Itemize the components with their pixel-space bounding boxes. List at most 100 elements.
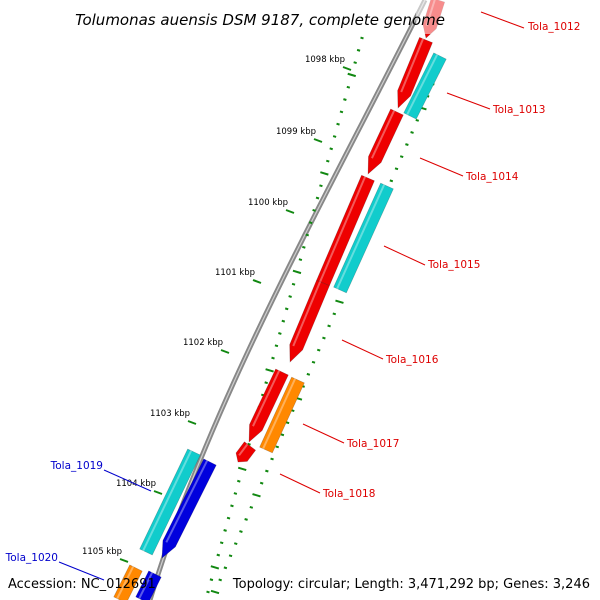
tick-mark [271,356,275,360]
tick-mark [292,269,302,275]
gene-tola-1018-arrow [235,441,257,463]
gene-blue-arrow-lower-highlight [138,572,154,600]
kbp-tick-label: 1099 kbp [276,127,316,137]
gene-tola-1016-arrow [289,279,330,363]
tick-mark [270,457,274,461]
tick-mark [233,542,238,546]
tick-mark [329,147,333,151]
tick-mark [230,504,234,508]
kbp-major-tick [342,66,352,71]
tick-mark [312,208,316,212]
gene-label-tola-1019[interactable]: Tola_1019 [50,460,103,472]
gene-label-tola-1013[interactable]: Tola_1013 [492,104,545,116]
kbp-major-tick [220,349,230,354]
accession-text: Accession: NC_012691 [8,577,156,592]
gene-blue-arrow-lower [135,570,162,600]
gene-leader-line [480,11,525,29]
tick-mark [332,135,337,138]
gene-leader-line [419,157,464,177]
gene-tola-1014-arrow [367,108,404,175]
tick-mark [405,143,409,146]
gene-tola-1013-arrow [397,36,433,109]
tick-mark [237,466,247,472]
gene-tola-1019-bar [139,448,201,556]
map-title: Tolumonas auensis DSM 9187, complete gen… [75,11,445,29]
tick-mark [237,479,241,483]
tick-mark [228,554,233,558]
tick-mark [394,167,399,171]
gene-leader-line [383,245,426,266]
tick-mark [274,344,279,348]
tick-mark [264,381,268,385]
tick-mark [346,85,351,89]
tick-mark [252,493,261,498]
tick-mark [223,529,227,532]
tick-mark [325,159,330,163]
gene-leader-line [58,561,105,581]
gene-tola-1015-bar [333,182,394,294]
gene-tola-1015-red-arrow-highlight [319,176,367,283]
tick-mark [320,171,329,176]
tick-mark [389,179,394,183]
gene-leader-line [302,423,345,444]
tick-mark [239,530,243,533]
gene-leader-line [446,92,491,110]
tick-mark [265,368,274,373]
gene-tola-1020-bar [113,564,143,600]
tick-mark [285,421,290,425]
tick-mark [275,445,280,449]
gene-blue-arrow-highlight [165,460,209,543]
gene-label-tola-1018[interactable]: Tola_1018 [322,488,375,500]
gene-tola-1019-bar-highlight [142,450,193,552]
gene-leader-line [279,473,321,494]
gene-tola-1013-cyan-bar-highlight [406,54,439,116]
tick-mark [399,155,404,159]
tick-mark [281,319,286,323]
kbp-major-tick [119,558,129,563]
tick-mark [360,36,364,40]
kbp-tick-label: 1105 kbp [82,547,122,557]
gene-label-tola-1012[interactable]: Tola_1012 [527,21,580,33]
gene-tola-1020-bar-highlight [116,566,135,600]
tick-mark [336,122,340,126]
tick-mark [343,98,347,101]
tick-mark [209,578,214,582]
gene-label-tola-1017[interactable]: Tola_1017 [346,438,399,450]
gene-tola-1013-cyan-bar [403,52,447,120]
tick-mark [288,295,292,298]
tick-mark [302,245,306,249]
tick-mark [218,578,222,582]
tick-mark [298,258,303,262]
kbp-tick-label: 1101 kbp [215,268,255,278]
tick-mark [306,372,311,376]
gene-orange-bar-highlight [262,378,297,450]
tick-mark [356,48,361,52]
gene-label-tola-1020[interactable]: Tola_1020 [5,552,58,564]
tick-mark [291,282,296,286]
gene-leader-line [341,339,384,360]
tick-mark [353,61,357,65]
tick-mark [339,110,344,114]
tick-mark [327,324,331,328]
tick-mark [223,566,228,570]
label-layer: Tola_1012 Tola_1013 Tola_1014 Tola_1015 Tola… [5,11,580,581]
gene-tola-1013-arrow-highlight [400,38,425,93]
kbp-tick-label: 1100 kbp [248,198,288,208]
topology-text: Topology: circular; Length: 3,471,292 bp… [232,577,590,592]
tick-mark [216,553,221,557]
gene-tola-1018-arrow-highlight [238,443,249,456]
gene-label-tola-1015[interactable]: Tola_1015 [427,259,480,271]
tick-mark [226,516,231,520]
tick-mark [415,118,420,122]
tick-mark [249,505,254,509]
tick-mark [244,518,248,521]
tick-mark [316,348,321,352]
kbp-major-tick [153,490,163,495]
gene-label-tola-1016[interactable]: Tola_1016 [385,354,439,366]
kbp-major-tick [313,138,323,143]
kbp-tick-label: 1102 kbp [183,338,223,348]
gene-label-tola-1014[interactable]: Tola_1014 [465,171,519,183]
gene-leader-line [103,469,152,492]
tick-mark [347,72,357,78]
